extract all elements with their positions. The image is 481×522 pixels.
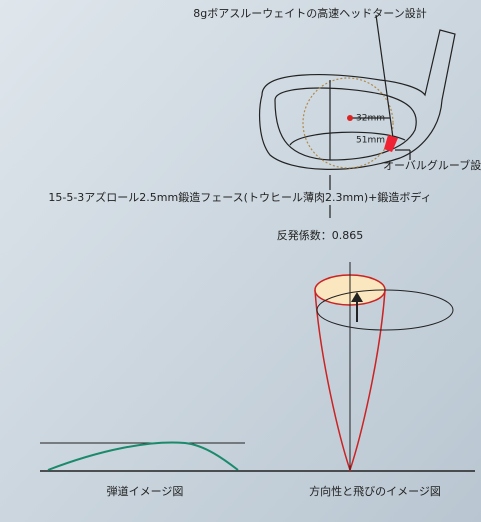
weight-label: 8gボアスルーウェイトの高速ヘッドターン設計 (193, 6, 426, 20)
trajectory-figure (40, 441, 475, 472)
trajectory-caption: 弾道イメージ図 (107, 484, 184, 498)
trajectory-curve (47, 441, 239, 471)
dim-vertical: 51mm (356, 136, 385, 146)
face-label: 15-5-3アズロール2.5mm鍛造フェース(トウヒール薄肉2.3mm)+鍛造ボ… (48, 190, 431, 204)
direction-caption: 方向性と飛びのイメージ図 (309, 484, 441, 498)
background-blob (0, 0, 70, 240)
groove-label: オーバルグルーブ設計 (383, 158, 481, 172)
dim-horizontal: 32mm (356, 114, 385, 124)
spread-ellipse (316, 289, 454, 331)
weight-port (384, 135, 398, 152)
direction-figure (314, 262, 454, 473)
weight-marker (347, 115, 353, 121)
cor-label: 反発係数：0.865 (277, 228, 364, 242)
arrow-head (351, 292, 363, 302)
club-head (259, 14, 456, 218)
